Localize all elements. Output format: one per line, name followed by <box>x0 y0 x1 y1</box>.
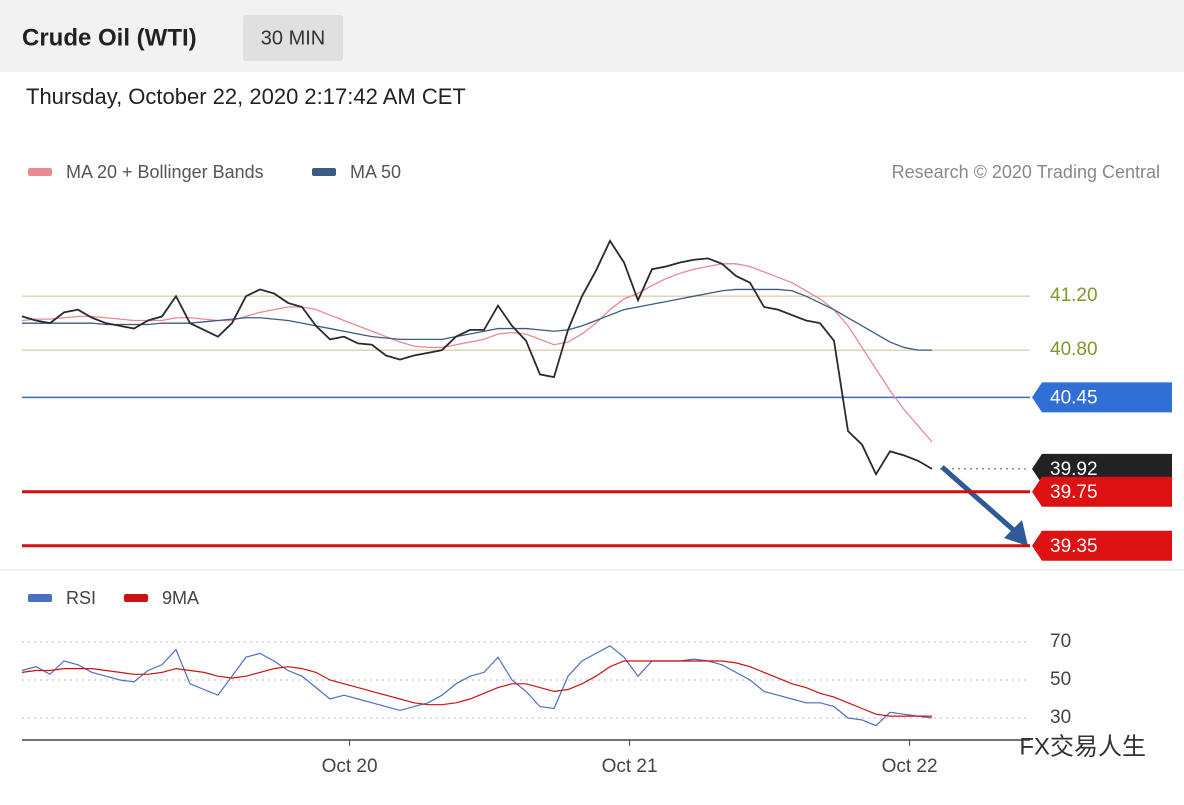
legend-swatch <box>28 168 52 176</box>
chart-title: Crude Oil (WTI) <box>22 24 197 51</box>
level-label: 40.45 <box>1050 387 1098 408</box>
legend-label: RSI <box>66 588 96 608</box>
y-tick-label: 30 <box>1050 707 1071 728</box>
legend-label: 9MA <box>162 588 199 608</box>
arrow-head <box>1004 520 1028 546</box>
level-label: 39.92 <box>1050 459 1098 480</box>
level-tag <box>1032 382 1172 413</box>
legend-swatch <box>124 594 148 602</box>
x-tick-label: Oct 22 <box>882 756 938 777</box>
timeframe[interactable]: 30 MIN <box>261 27 325 49</box>
subtitle: Thursday, October 22, 2020 2:17:42 AM CE… <box>26 84 466 109</box>
level-label: 39.75 <box>1050 482 1098 503</box>
level-label: 40.80 <box>1050 339 1098 360</box>
forecast-arrow <box>940 465 1020 536</box>
price-line <box>21 239 933 477</box>
ma-line <box>22 288 932 351</box>
ma-line <box>21 263 933 443</box>
x-tick-label: Oct 21 <box>602 756 658 777</box>
rsi-line <box>21 645 933 727</box>
legend-swatch <box>312 168 336 176</box>
legend-swatch <box>28 594 52 602</box>
level-tag <box>1032 453 1172 484</box>
level-label: 39.35 <box>1050 536 1098 557</box>
header-bar <box>0 0 1184 72</box>
y-tick-label: 70 <box>1050 631 1071 652</box>
timeframe-button[interactable] <box>243 15 343 61</box>
level-label: 41.20 <box>1050 285 1098 306</box>
credit: Research © 2020 Trading Central <box>892 162 1160 182</box>
level-tag <box>1032 530 1172 561</box>
watermark: FX交易人生 <box>1019 733 1146 760</box>
legend-label: MA 50 <box>350 162 401 182</box>
rsi-line <box>21 660 932 717</box>
level-tag <box>1032 476 1172 507</box>
y-tick-label: 50 <box>1050 669 1071 690</box>
legend-label: MA 20 + Bollinger Bands <box>66 162 264 182</box>
x-tick-label: Oct 20 <box>322 756 378 777</box>
